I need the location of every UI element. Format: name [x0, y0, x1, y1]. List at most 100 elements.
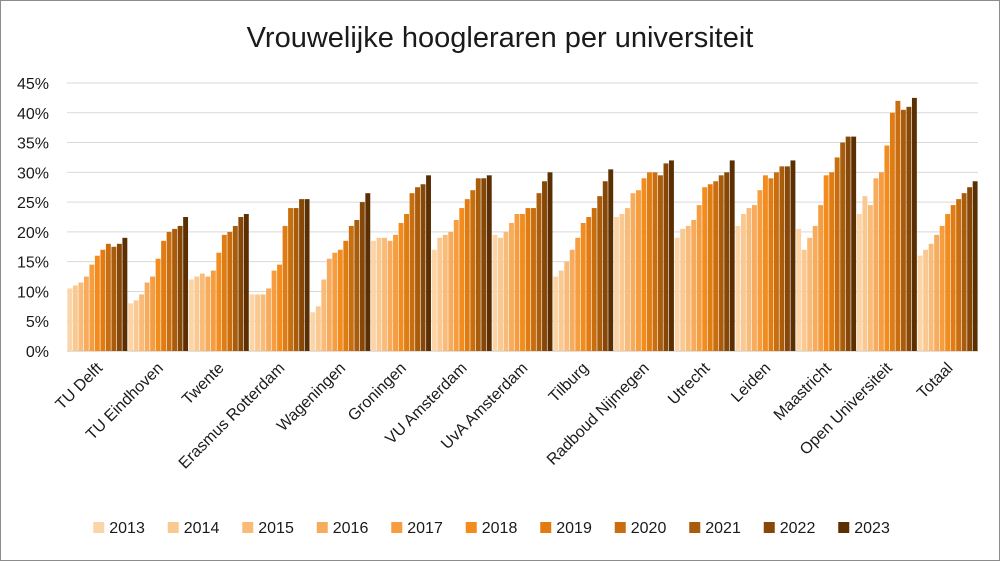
- bar: [773, 172, 779, 351]
- bar: [243, 214, 249, 351]
- bar: [658, 175, 663, 351]
- bar: [288, 208, 294, 351]
- bar: [591, 208, 597, 351]
- bar: [829, 172, 835, 351]
- bar: [558, 270, 564, 351]
- bar: [911, 97, 917, 351]
- bar: [67, 288, 73, 351]
- bar: [972, 181, 978, 351]
- bar: [939, 225, 945, 351]
- bar: [862, 196, 868, 351]
- bar: [453, 219, 459, 351]
- bar: [83, 276, 89, 351]
- bar: [569, 249, 575, 351]
- bar: [111, 246, 117, 351]
- bar: [415, 187, 420, 351]
- bar: [188, 279, 194, 351]
- bar: [481, 178, 487, 351]
- bar: [724, 172, 730, 351]
- bar: [702, 187, 708, 351]
- bar: [614, 217, 619, 351]
- bar: [691, 219, 697, 351]
- y-tick-label: 10%: [17, 284, 49, 301]
- legend-swatch: [838, 522, 850, 533]
- bar: [713, 181, 719, 351]
- bar: [718, 175, 724, 351]
- bar: [729, 160, 735, 351]
- bar: [762, 175, 768, 351]
- bar: [652, 172, 658, 351]
- bar: [404, 214, 409, 351]
- bar: [564, 261, 570, 351]
- bar: [796, 228, 802, 351]
- bar: [807, 237, 813, 351]
- bar: [492, 234, 498, 351]
- bar: [779, 166, 785, 351]
- bar: [116, 243, 122, 351]
- bar: [255, 294, 261, 351]
- bar: [326, 258, 332, 351]
- bar: [619, 214, 625, 351]
- y-tick-label: 0%: [26, 344, 49, 361]
- bar: [707, 184, 713, 351]
- bar: [199, 273, 205, 351]
- bar: [78, 282, 84, 351]
- bar: [900, 109, 906, 351]
- bar: [768, 178, 774, 351]
- x-category-label: Leiden: [728, 360, 774, 406]
- bar: [934, 234, 940, 351]
- bar: [94, 255, 100, 351]
- y-tick-label: 15%: [17, 255, 49, 272]
- bar: [122, 237, 128, 351]
- bar: [542, 181, 547, 351]
- bar: [299, 199, 305, 351]
- bar: [674, 237, 680, 351]
- bar: [128, 303, 134, 351]
- bar: [398, 222, 404, 351]
- legend-label: 2015: [258, 520, 294, 537]
- bar: [232, 225, 238, 351]
- bar: [293, 208, 299, 351]
- bar: [437, 237, 443, 351]
- bar: [89, 264, 95, 351]
- bar: [238, 217, 244, 351]
- bar: [321, 279, 327, 351]
- bar: [663, 163, 669, 351]
- bar: [509, 222, 514, 351]
- bar: [315, 306, 321, 351]
- legend-label: 2021: [705, 520, 741, 537]
- bar: [227, 231, 233, 351]
- legend-label: 2022: [780, 520, 816, 537]
- legend-swatch: [540, 522, 552, 533]
- legend-label: 2020: [631, 520, 667, 537]
- bar: [928, 243, 934, 351]
- y-tick-label: 30%: [17, 165, 49, 182]
- legend-swatch: [242, 522, 254, 533]
- legend-swatch: [391, 522, 403, 533]
- bar: [956, 199, 962, 351]
- bar: [393, 234, 398, 351]
- bar: [751, 205, 757, 351]
- bar: [426, 175, 431, 351]
- bar: [647, 172, 652, 351]
- bar: [514, 214, 520, 351]
- y-tick-label: 5%: [26, 314, 49, 331]
- bar: [520, 214, 525, 351]
- x-category-label: Twente: [179, 360, 228, 409]
- bar: [271, 270, 277, 351]
- bar: [459, 208, 465, 351]
- bar: [365, 193, 371, 351]
- y-tick-label: 40%: [17, 106, 49, 123]
- bar: [790, 160, 796, 351]
- bar: [266, 288, 272, 351]
- bar: [873, 178, 879, 351]
- bar: [100, 249, 106, 351]
- bar: [431, 249, 437, 351]
- bar: [332, 252, 338, 351]
- legend-label: 2014: [184, 520, 220, 537]
- bar: [597, 196, 603, 351]
- bar: [260, 294, 266, 351]
- bar: [387, 240, 393, 351]
- bar: [889, 112, 895, 352]
- bar: [641, 178, 647, 351]
